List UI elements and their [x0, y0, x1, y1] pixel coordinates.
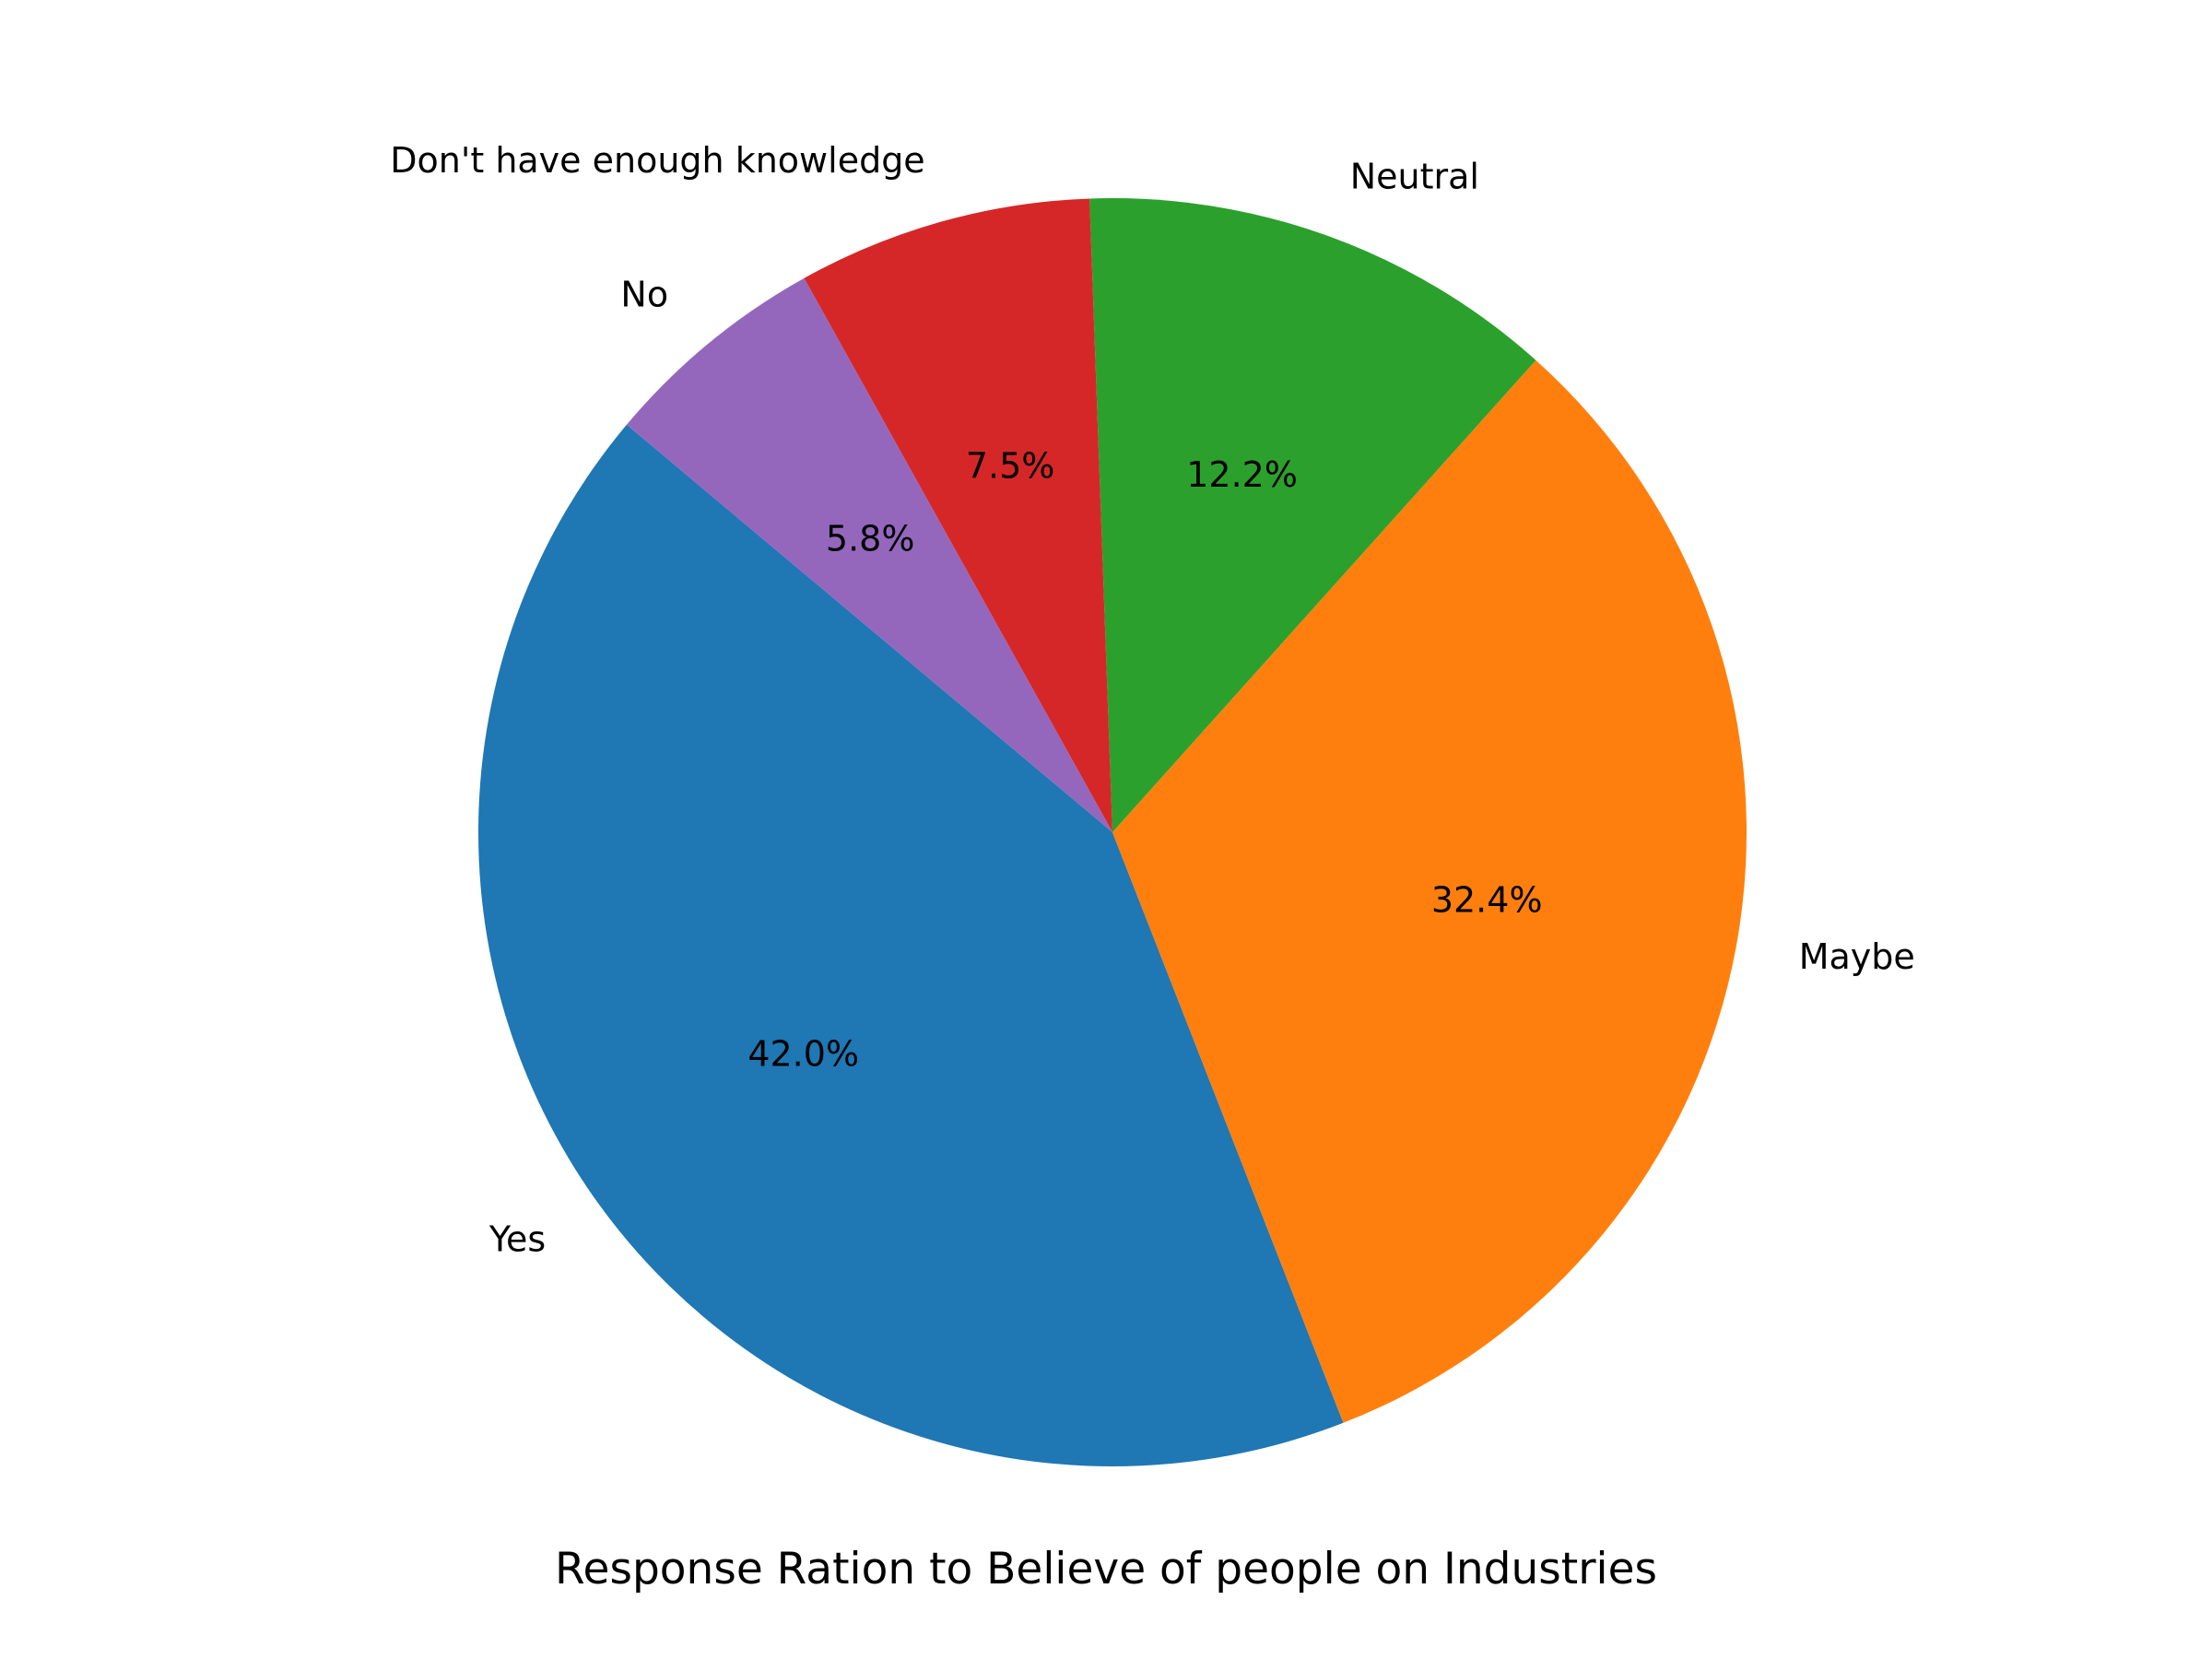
category-labels: Yes Maybe Neutral Don't have enough knowled… — [390, 140, 1914, 1259]
category-label-maybe: Maybe — [1799, 936, 1915, 977]
category-label-neutral: Neutral — [1350, 156, 1479, 196]
pie-slices — [477, 197, 1747, 1467]
pie-slice-yes — [477, 424, 1344, 1467]
chart-title: Response Ration to Believe of people on … — [555, 1544, 1657, 1594]
pie-slice-no — [626, 277, 1112, 833]
pie-slice-neutral — [1089, 197, 1536, 833]
pie-slice-don-t-have-enough-knowledge — [804, 198, 1112, 832]
pct-label-don-t-have-enough-knowledge: 7.5% — [966, 445, 1055, 486]
pct-label-yes: 42.0% — [747, 1034, 859, 1075]
pct-label-maybe: 32.4% — [1431, 880, 1543, 921]
percentage-labels: 42.0% 32.4% 12.2% 7.5% 5.8% — [747, 445, 1542, 1074]
category-label-no: No — [620, 275, 668, 315]
pct-label-neutral: 12.2% — [1186, 454, 1298, 495]
category-label-don-t-have-enough-knowledge: Don't have enough knowledge — [390, 140, 924, 181]
pie-slice-maybe — [1112, 359, 1747, 1423]
pct-label-no: 5.8% — [826, 519, 915, 559]
category-label-yes: Yes — [488, 1218, 546, 1259]
